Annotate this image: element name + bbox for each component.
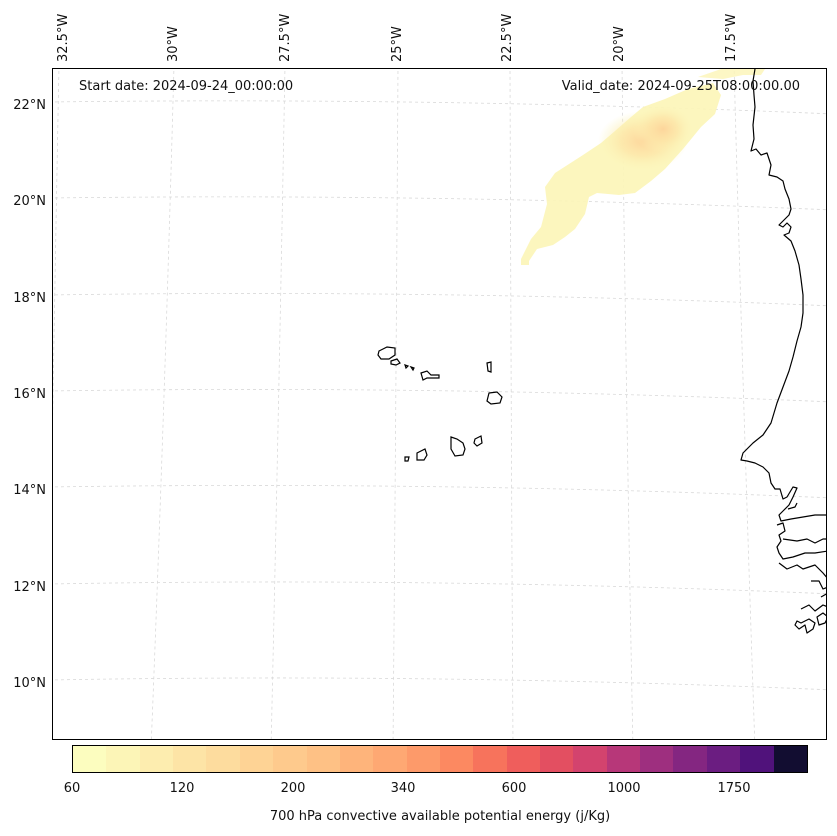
colorbar-tick: 600: [501, 781, 527, 796]
longitude-label: 17.5°W: [724, 13, 739, 62]
cape-verde-islands: [377, 346, 503, 462]
colorbar-segment: [239, 746, 274, 772]
colorbar-segment: [273, 746, 307, 772]
africa-coastline: [740, 69, 826, 634]
start-date-label: Start date: 2024-09-24_00:00:00: [79, 79, 294, 94]
latitude-label: 22°N: [13, 98, 46, 113]
colorbar-tick: 1000: [607, 781, 641, 796]
latitude-label: 12°N: [13, 580, 46, 595]
longitude-label: 25°W: [390, 26, 405, 62]
colorbar-segment: [506, 746, 541, 772]
longitude-label: 27.5°W: [278, 13, 293, 62]
valid-date-label: Valid_date: 2024-09-25T08:00:00.00: [561, 79, 800, 94]
colorbar-segment: [573, 746, 607, 772]
latitude-label: 10°N: [13, 676, 46, 691]
longitude-label: 30°W: [166, 26, 181, 62]
colorbar-segment: [706, 746, 741, 772]
colorbar-tick: 340: [390, 781, 416, 796]
colorbar-tick: 200: [280, 781, 306, 796]
map-canvas: [53, 69, 826, 739]
colorbar-segment: [740, 746, 774, 772]
colorbar-segment: [139, 746, 174, 772]
colorbar-segment: [73, 746, 107, 772]
colorbar-segment: [606, 746, 641, 772]
longitude-label: 22.5°W: [500, 13, 515, 62]
latitude-label: 16°N: [13, 387, 46, 402]
longitude-label: 20°W: [612, 26, 627, 62]
colorbar-segment: [406, 746, 440, 772]
colorbar-segment: [306, 746, 340, 772]
latitude-label: 18°N: [13, 291, 46, 306]
colorbar-segment: [373, 746, 407, 772]
colorbar-segment: [640, 746, 674, 772]
colorbar-tick: 1750: [717, 781, 751, 796]
map-panel[interactable]: Start date: 2024-09-24_00:00:00 Valid_da…: [52, 68, 827, 740]
colorbar-label: 700 hPa convective available potential e…: [269, 809, 611, 824]
latitude-label: 20°N: [13, 194, 46, 209]
colorbar-segment: [339, 746, 374, 772]
colorbar-segment: [173, 746, 207, 772]
colorbar-segment: [473, 746, 507, 772]
latitude-label: 14°N: [13, 483, 46, 498]
gridlines: [53, 69, 826, 739]
colorbar-segment: [106, 746, 140, 772]
colorbar-segment: [206, 746, 240, 772]
cape-shading: [521, 69, 765, 265]
colorbar-tick: 120: [169, 781, 195, 796]
colorbar: [72, 745, 808, 773]
colorbar-segment: [673, 746, 707, 772]
colorbar-segment: [439, 746, 474, 772]
colorbar-segment: [540, 746, 574, 772]
longitude-label: 32.5°W: [56, 13, 71, 62]
colorbar-segment: [773, 746, 807, 772]
colorbar-tick: 60: [63, 781, 81, 796]
